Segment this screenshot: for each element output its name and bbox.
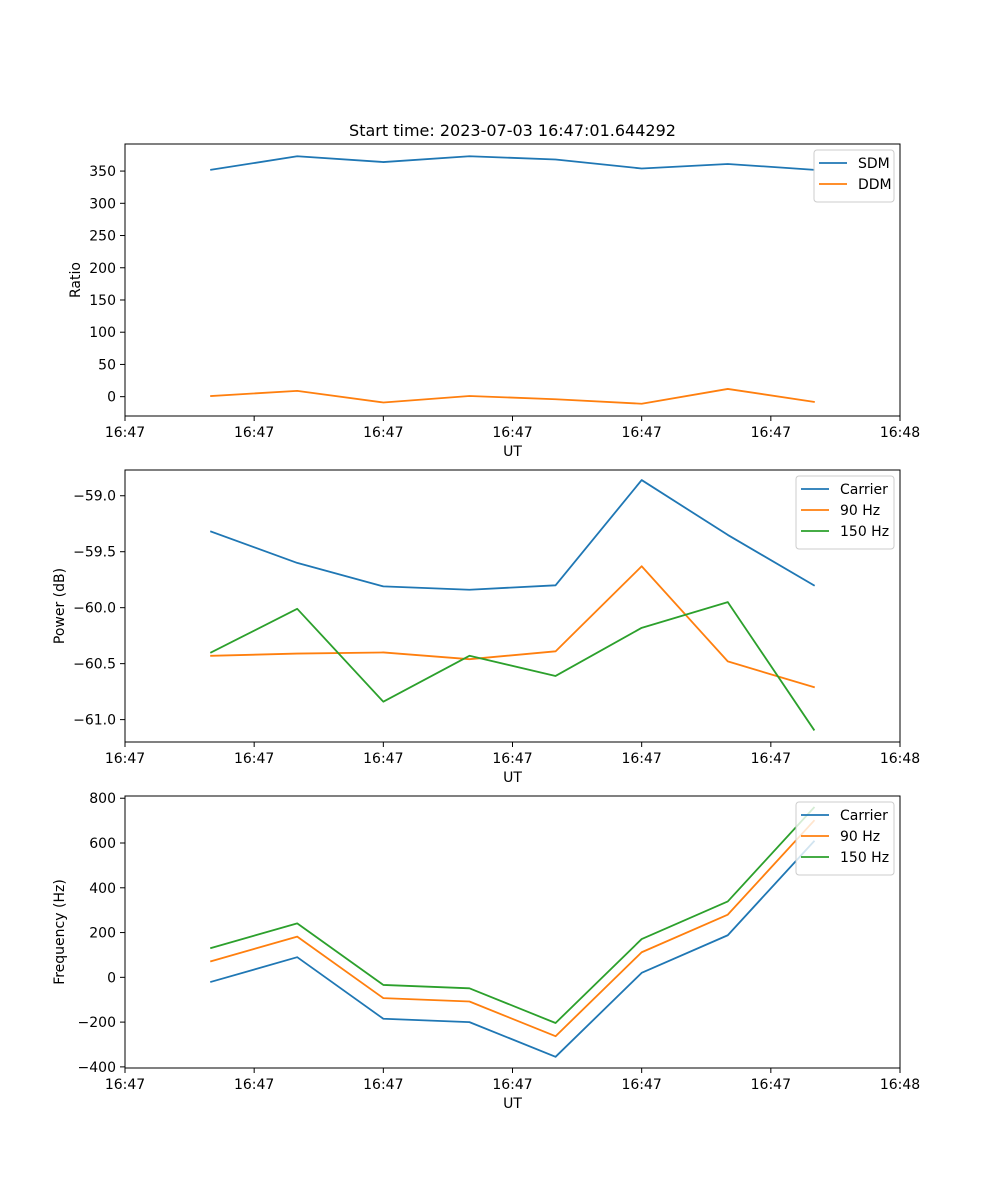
frequency-y-axis-label: Frequency (Hz) — [52, 879, 68, 985]
power-y-tick-label: −60.0 — [73, 601, 116, 617]
power-legend-label-carrier: Carrier — [840, 482, 888, 498]
ratio-legend-label-sdm: SDM — [858, 156, 890, 172]
ratio-x-tick-label: 16:47 — [105, 425, 145, 441]
frequency-x-tick-label: 16:47 — [492, 1077, 532, 1093]
frequency-y-tick-label: 400 — [89, 881, 116, 897]
power-y-tick-label: −59.0 — [73, 489, 116, 505]
power-x-tick-label: 16:47 — [621, 751, 661, 767]
ratio-y-tick-label: 200 — [89, 261, 116, 277]
chart-title: Start time: 2023-07-03 16:47:01.644292 — [349, 121, 676, 140]
frequency-series-carrier-line — [209, 840, 816, 1058]
frequency-y-tick-label: 600 — [89, 836, 116, 852]
ratio-x-tick-label: 16:47 — [492, 425, 532, 441]
ratio-x-tick-label: 16:47 — [621, 425, 661, 441]
ratio-legend-label-ddm: DDM — [858, 177, 892, 193]
frequency-x-tick-label: 16:47 — [621, 1077, 661, 1093]
ratio-x-tick-label: 16:47 — [234, 425, 274, 441]
frequency-legend: Carrier 90 Hz 150 Hz — [795, 801, 895, 876]
ratio-y-tick-label: 100 — [89, 325, 116, 341]
ratio-series-ddm-line — [210, 388, 815, 405]
power-y-tick-label: −61.0 — [73, 713, 116, 729]
frequency-y-tick-label: −200 — [78, 1015, 116, 1031]
frequency-panel: 16:47 16:47 16:47 16:47 16:47 16:47 16:48 −400 −… — [52, 791, 920, 1112]
power-x-tick-label: 16:47 — [234, 751, 274, 767]
ratio-y-tick-label: 300 — [89, 196, 116, 212]
ratio-x-axis-label: UT — [503, 444, 522, 460]
power-panel: 16:47 16:47 16:47 16:47 16:47 16:47 16:48 −61.0… — [52, 469, 920, 786]
power-x-axis-label: UT — [503, 770, 522, 786]
frequency-legend-label-carrier: Carrier — [840, 808, 888, 824]
power-x-tick-label: 16:47 — [105, 751, 145, 767]
power-series-150-hz-line — [209, 601, 816, 731]
ratio-series-sdm-line — [210, 155, 815, 171]
frequency-x-tick-label: 16:47 — [234, 1077, 274, 1093]
power-x-tick-label: 16:47 — [363, 751, 403, 767]
ratio-panel: 16:47 16:47 16:47 16:47 16:47 16:47 16:48 0 50 10… — [68, 143, 920, 460]
frequency-series-150-hz-line — [209, 806, 816, 1024]
frequency-y-tick-label: 200 — [89, 926, 116, 942]
power-series-carrier-line — [209, 479, 816, 591]
frequency-x-tick-label: 16:47 — [363, 1077, 403, 1093]
power-x-tick-label: 16:48 — [880, 751, 920, 767]
frequency-y-tick-label: 0 — [107, 970, 116, 986]
power-y-tick-label: −60.5 — [73, 657, 116, 673]
power-series-90-hz-line — [210, 565, 816, 689]
frequency-x-tick-label: 16:48 — [880, 1077, 920, 1093]
power-y-axis-label: Power (dB) — [52, 568, 68, 644]
ratio-y-tick-label: 250 — [89, 229, 116, 245]
power-legend-label-90-hz: 90 Hz — [840, 503, 880, 519]
ratio-legend: SDM DDM — [813, 149, 895, 203]
ratio-y-tick-label: 150 — [89, 293, 116, 309]
frequency-y-tick-label: 800 — [89, 791, 116, 807]
ratio-x-tick-label: 16:48 — [880, 425, 920, 441]
ratio-y-tick-label: 350 — [89, 164, 116, 180]
ratio-y-tick-label: 0 — [107, 390, 116, 406]
frequency-x-tick-label: 16:47 — [751, 1077, 791, 1093]
frequency-legend-label-90-hz: 90 Hz — [840, 829, 880, 845]
power-y-tick-label: −59.5 — [73, 545, 116, 561]
power-legend-label-150-hz: 150 Hz — [840, 524, 889, 540]
ratio-y-tick-label: 50 — [98, 357, 116, 373]
ratio-x-tick-label: 16:47 — [751, 425, 791, 441]
frequency-y-tick-label: −400 — [78, 1060, 116, 1076]
power-x-tick-label: 16:47 — [751, 751, 791, 767]
power-x-tick-label: 16:47 — [492, 751, 532, 767]
frequency-legend-label-150-hz: 150 Hz — [840, 850, 889, 866]
frequency-series-90-hz-line — [209, 819, 816, 1038]
ratio-y-axis-label: Ratio — [68, 262, 84, 298]
frequency-x-tick-label: 16:47 — [105, 1077, 145, 1093]
power-legend: Carrier 90 Hz 150 Hz — [795, 475, 895, 550]
frequency-x-axis-label: UT — [503, 1096, 522, 1112]
ratio-x-tick-label: 16:47 — [363, 425, 403, 441]
